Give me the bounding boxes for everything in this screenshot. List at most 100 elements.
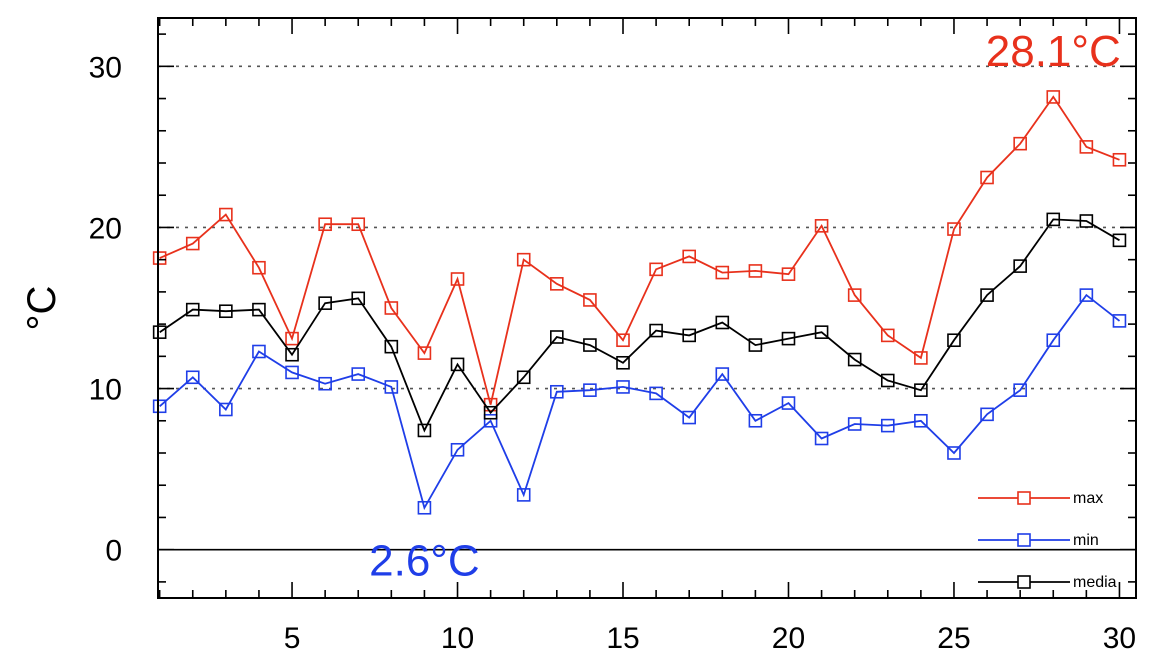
data-point-min	[914, 413, 928, 428]
data-point-min	[715, 367, 730, 381]
data-point-max	[715, 265, 730, 280]
data-point-min	[285, 365, 299, 380]
legend-label-media: media	[1073, 574, 1117, 591]
data-point-max	[1046, 90, 1061, 104]
data-point-media	[185, 302, 200, 317]
data-point-media	[219, 304, 233, 319]
data-point-min	[483, 413, 498, 428]
data-point-media	[351, 291, 366, 306]
x-tick-label: 30	[1103, 622, 1136, 655]
data-point-media	[715, 315, 730, 330]
data-point-max	[219, 207, 233, 222]
data-point-media	[682, 328, 696, 343]
annotation-layer: 28.1°C 2.6°C	[369, 27, 1121, 585]
legend-marker-min	[1017, 533, 1031, 547]
data-point-max	[417, 346, 432, 360]
legend-marker-media	[1017, 575, 1031, 589]
data-point-media	[880, 373, 895, 388]
data-point-max	[252, 260, 266, 275]
data-point-media	[1046, 212, 1061, 227]
legend-label-min: min	[1073, 532, 1099, 549]
data-point-max	[1112, 152, 1127, 167]
data-point-media	[483, 405, 498, 420]
data-point-min	[384, 380, 399, 394]
series-line-max	[159, 95, 1120, 405]
data-point-max	[980, 170, 994, 185]
data-point-max	[384, 301, 399, 315]
data-point-media	[384, 339, 399, 354]
data-point-media	[847, 352, 862, 367]
data-point-max	[781, 267, 796, 281]
data-point-media	[1079, 214, 1094, 228]
data-point-min	[947, 446, 961, 460]
data-point-max	[583, 293, 597, 307]
data-point-media	[550, 330, 564, 344]
grid-layer	[158, 65, 1136, 551]
data-point-min	[583, 383, 597, 397]
data-point-media	[152, 325, 167, 339]
series-line-media	[159, 218, 1120, 433]
data-point-min	[1013, 383, 1027, 397]
data-point-min	[185, 370, 200, 385]
data-point-max	[550, 277, 564, 291]
data-point-max	[351, 217, 366, 232]
y-axis-title: °C	[20, 286, 64, 331]
series-min	[152, 288, 1127, 515]
data-point-min	[550, 384, 564, 399]
y-tick-label: 20	[89, 212, 122, 245]
data-point-max	[947, 222, 961, 236]
series-max	[152, 90, 1127, 412]
plot-frame	[157, 17, 1137, 599]
y-tick-label: 30	[89, 51, 122, 84]
data-point-media	[516, 370, 531, 385]
data-point-min	[1079, 288, 1094, 302]
data-point-min	[847, 417, 862, 431]
data-point-max	[1079, 140, 1094, 154]
data-point-max	[847, 288, 862, 302]
data-point-media	[1112, 233, 1127, 248]
legend-marker-max	[1017, 491, 1031, 505]
data-point-media	[649, 323, 663, 338]
data-point-min	[152, 399, 167, 414]
data-point-min	[814, 431, 829, 446]
series-layer	[152, 90, 1127, 515]
data-point-min	[252, 344, 266, 359]
data-point-media	[583, 338, 597, 352]
data-point-media	[252, 302, 266, 317]
data-point-max	[185, 236, 200, 251]
data-point-min	[1046, 333, 1061, 348]
legend: max min media	[978, 490, 1117, 591]
data-point-media	[1013, 259, 1027, 273]
data-point-min	[880, 418, 895, 433]
x-tick-label: 25	[937, 622, 970, 655]
data-point-max	[318, 217, 332, 232]
data-point-media	[914, 383, 928, 397]
data-point-max	[616, 333, 630, 348]
data-point-min	[516, 488, 531, 502]
y-tick-label: 0	[105, 535, 122, 568]
x-tick-label: 20	[772, 622, 805, 655]
data-point-media	[318, 296, 332, 310]
tick-layer	[158, 18, 1136, 598]
data-point-max	[516, 252, 531, 267]
series-media	[152, 212, 1127, 438]
data-point-min	[417, 500, 432, 515]
label-layer: 5 10 15 20 25 30 0 10 20 30	[89, 51, 1137, 655]
data-point-media	[947, 333, 961, 348]
annotation-label: 28.1°C	[986, 27, 1121, 76]
data-point-max	[682, 249, 696, 264]
data-point-min	[219, 402, 233, 417]
y-tick-label: 10	[89, 374, 122, 407]
data-point-min	[318, 376, 332, 391]
data-point-max	[880, 328, 895, 343]
data-point-min	[781, 396, 796, 410]
data-point-media	[980, 288, 994, 302]
legend-label-max: max	[1073, 490, 1103, 507]
data-point-min	[616, 380, 630, 394]
data-point-max	[649, 262, 663, 277]
data-point-max	[1013, 136, 1027, 151]
data-point-min	[748, 413, 763, 428]
data-point-min	[450, 442, 465, 457]
data-point-min	[1112, 314, 1127, 328]
